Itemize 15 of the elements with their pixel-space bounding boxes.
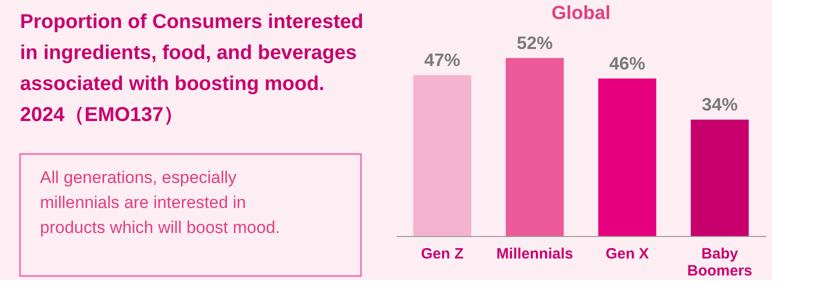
data-label: 47% — [424, 50, 460, 70]
x-tick-label: Millennials — [496, 246, 574, 262]
bar — [690, 120, 749, 236]
chart-subtitle: Global — [551, 3, 611, 24]
bar — [598, 78, 656, 236]
data-label: 52% — [516, 33, 553, 53]
text: All generations, especially millennials are interested in products which will boost mood. — [40, 168, 280, 237]
bar — [413, 75, 472, 236]
x-tick-label: Gen Z — [420, 246, 464, 262]
bar — [506, 58, 564, 236]
text: Proportion of Consumers interested in ingredients, food, and beverages associated with boosting mood. 2024（EMO137） — [20, 11, 364, 126]
data-label: 46% — [609, 54, 646, 74]
data-label: 34% — [702, 94, 738, 115]
x-tick-label: Gen X — [606, 246, 649, 262]
x-tick-label: Baby Boomers — [687, 246, 752, 280]
